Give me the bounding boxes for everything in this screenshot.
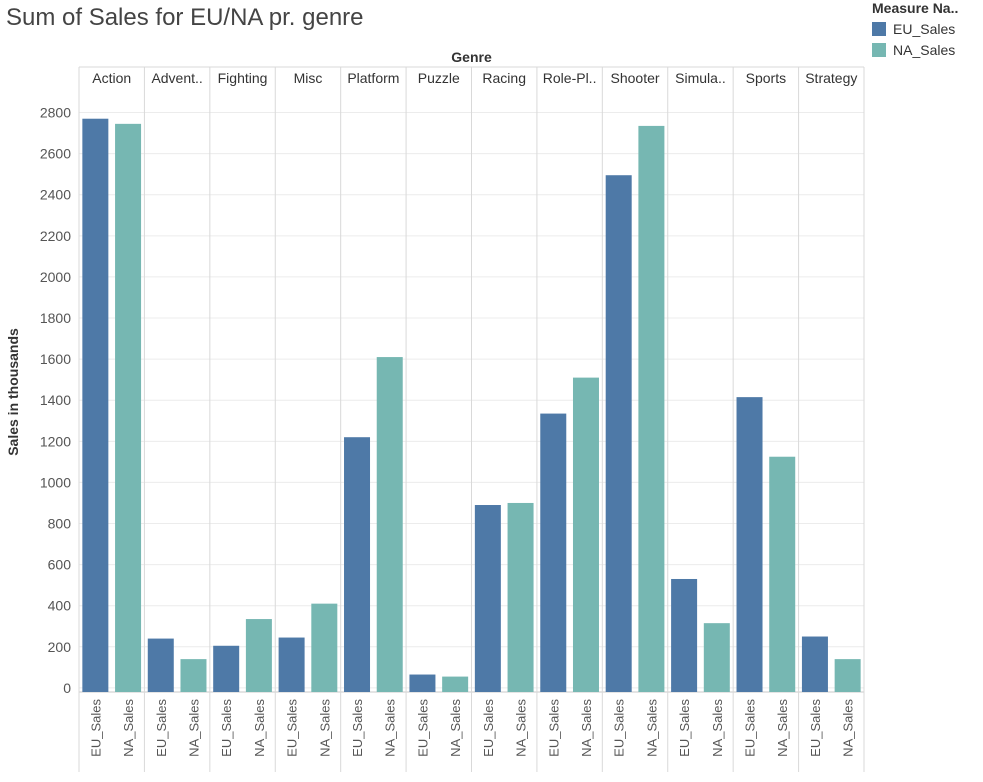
y-tick-label: 800 bbox=[48, 516, 72, 532]
x-tick-label: NA_Sales bbox=[317, 699, 332, 757]
y-axis-title: Sales in thousands bbox=[5, 328, 21, 456]
y-tick-label: 2600 bbox=[40, 146, 71, 162]
y-tick-label: 1600 bbox=[40, 351, 71, 367]
x-tick-label: EU_Sales bbox=[415, 699, 430, 757]
x-tick-label: EU_Sales bbox=[808, 699, 823, 757]
x-tick-label: EU_Sales bbox=[154, 699, 169, 757]
x-tick-label: NA_Sales bbox=[841, 699, 856, 757]
genre-header: Fighting bbox=[218, 70, 268, 86]
bar-eu-sales bbox=[736, 397, 763, 692]
y-tick-label: 1000 bbox=[40, 474, 71, 490]
x-tick-label: NA_Sales bbox=[514, 699, 529, 757]
legend-item-na[interactable]: NA_Sales bbox=[872, 42, 982, 58]
genre-header: Strategy bbox=[805, 70, 857, 86]
y-tick-label: 0 bbox=[63, 680, 71, 696]
x-tick-label: NA_Sales bbox=[644, 699, 659, 757]
x-tick-label: EU_Sales bbox=[612, 699, 627, 757]
genre-header: Racing bbox=[482, 70, 526, 86]
x-tick-label: NA_Sales bbox=[710, 699, 725, 757]
bar-na-sales bbox=[572, 377, 599, 692]
bar-eu-sales bbox=[213, 645, 240, 692]
x-tick-label: NA_Sales bbox=[448, 699, 463, 757]
bar-eu-sales bbox=[801, 636, 828, 692]
genre-header: Simula.. bbox=[675, 70, 726, 86]
legend-label-eu: EU_Sales bbox=[893, 21, 956, 37]
genre-header: Platform bbox=[347, 70, 399, 86]
x-tick-label: NA_Sales bbox=[121, 699, 136, 757]
bar-na-sales bbox=[245, 619, 272, 692]
x-tick-label: NA_Sales bbox=[775, 699, 790, 757]
x-tick-label: EU_Sales bbox=[88, 699, 103, 757]
x-tick-label: EU_Sales bbox=[743, 699, 758, 757]
bar-eu-sales bbox=[671, 578, 698, 692]
y-tick-label: 2200 bbox=[40, 228, 71, 244]
genre-header: Action bbox=[92, 70, 131, 86]
legend-label-na: NA_Sales bbox=[893, 42, 956, 58]
bar-na-sales bbox=[115, 123, 142, 693]
y-tick-label: 600 bbox=[48, 557, 72, 573]
legend: Measure Na.. EU_Sales NA_Sales bbox=[872, 0, 982, 58]
bar-eu-sales bbox=[278, 637, 305, 692]
y-tick-label: 2800 bbox=[40, 105, 71, 121]
bar-na-sales bbox=[376, 357, 403, 692]
x-tick-label: EU_Sales bbox=[481, 699, 496, 757]
y-tick-label: 200 bbox=[48, 639, 72, 655]
bar-eu-sales bbox=[82, 118, 109, 692]
legend-swatch-na bbox=[872, 43, 886, 57]
genre-header: Misc bbox=[294, 70, 323, 86]
x-tick-label: EU_Sales bbox=[677, 699, 692, 757]
bar-eu-sales bbox=[344, 437, 371, 692]
x-tick-label: NA_Sales bbox=[186, 699, 201, 757]
genre-header: Puzzle bbox=[418, 70, 460, 86]
bar-na-sales bbox=[442, 676, 469, 692]
y-tick-label: 1400 bbox=[40, 392, 71, 408]
x-tick-label: EU_Sales bbox=[219, 699, 234, 757]
y-tick-label: 1800 bbox=[40, 310, 71, 326]
bar-na-sales bbox=[638, 125, 665, 692]
genre-header: Role-Pl.. bbox=[543, 70, 597, 86]
y-tick-label: 2400 bbox=[40, 187, 71, 203]
legend-title: Measure Na.. bbox=[872, 0, 959, 16]
x-tick-label: EU_Sales bbox=[285, 699, 300, 757]
bar-na-sales bbox=[834, 659, 861, 692]
y-tick-label: 2000 bbox=[40, 269, 71, 285]
bar-na-sales bbox=[507, 502, 534, 692]
bar-eu-sales bbox=[409, 674, 436, 692]
bar-eu-sales bbox=[540, 413, 567, 692]
y-tick-label: 400 bbox=[48, 598, 72, 614]
genre-header: Shooter bbox=[611, 70, 660, 86]
column-header: Genre bbox=[451, 49, 492, 65]
bar-na-sales bbox=[180, 659, 207, 692]
x-tick-label: NA_Sales bbox=[252, 699, 267, 757]
genre-header: Sports bbox=[746, 70, 786, 86]
bar-eu-sales bbox=[474, 505, 501, 692]
bar-eu-sales bbox=[605, 175, 632, 692]
bar-na-sales bbox=[311, 603, 338, 692]
x-tick-label: NA_Sales bbox=[383, 699, 398, 757]
x-tick-label: EU_Sales bbox=[546, 699, 561, 757]
y-tick-label: 1200 bbox=[40, 433, 71, 449]
legend-swatch-eu bbox=[872, 22, 886, 36]
bar-eu-sales bbox=[147, 638, 174, 692]
x-tick-label: EU_Sales bbox=[350, 699, 365, 757]
legend-item-eu[interactable]: EU_Sales bbox=[872, 21, 982, 37]
x-tick-label: NA_Sales bbox=[579, 699, 594, 757]
bar-na-sales bbox=[703, 623, 730, 692]
genre-header: Advent.. bbox=[151, 70, 202, 86]
bar-na-sales bbox=[769, 456, 796, 692]
chart-title: Sum of Sales for EU/NA pr. genre bbox=[6, 4, 364, 31]
